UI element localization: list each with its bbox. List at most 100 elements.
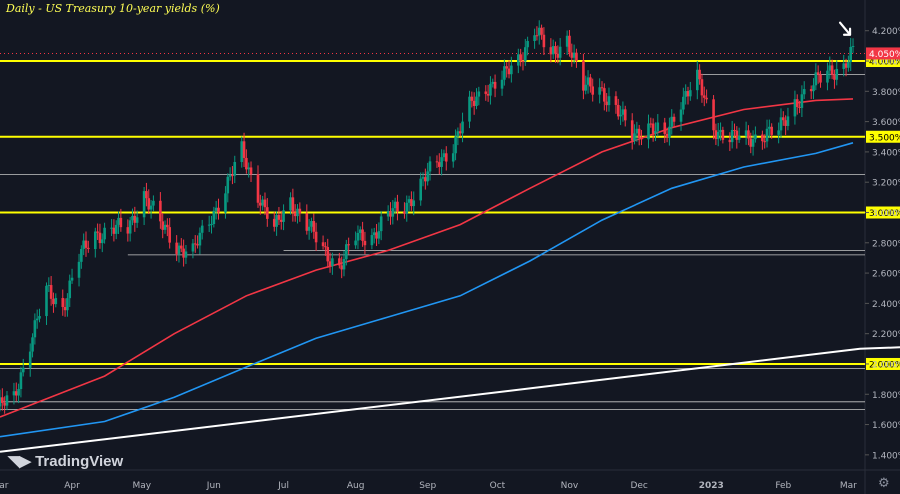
x-tick-label: Sep [419, 481, 436, 491]
candle-body [849, 46, 853, 63]
candle-body [152, 200, 155, 206]
candle-body [0, 397, 2, 407]
x-tick-label: 2023 [699, 481, 724, 491]
candle-body [386, 210, 390, 217]
candle-body [326, 247, 330, 262]
candle-body [35, 318, 39, 321]
candle-body [491, 81, 495, 84]
candle-body [619, 114, 622, 117]
candle-body [598, 87, 601, 95]
candle-body [826, 70, 829, 83]
candle-body [591, 86, 595, 95]
candle-body [830, 65, 834, 75]
candle-body [565, 35, 569, 47]
candle-body [161, 221, 165, 230]
y-tick-label: 2.000% [872, 360, 900, 370]
candle-body [630, 120, 634, 141]
candle-body [347, 244, 350, 246]
candle-body [38, 316, 41, 319]
y-tick-label: 2.600% [872, 270, 900, 280]
candle-body [279, 219, 283, 222]
tradingview-logo: ◥▶ TradingView [8, 452, 123, 470]
level-label: 4.000% [869, 58, 900, 68]
candle-body [126, 227, 130, 234]
candle-body [242, 141, 246, 158]
candle-body [184, 251, 188, 258]
candle-body [603, 88, 606, 102]
candle-body [730, 129, 734, 143]
candle-body [472, 100, 476, 106]
candle-body [410, 199, 413, 207]
level-label: 2.000% [869, 360, 900, 370]
candle-body [324, 246, 327, 248]
candle-body [654, 131, 657, 134]
candle-body [440, 157, 443, 167]
tradingview-mark-icon: ◥▶ [8, 453, 32, 470]
candle-body [207, 224, 211, 226]
candle-body [665, 133, 669, 138]
candle-body [175, 242, 178, 254]
candle-body [535, 35, 539, 37]
candle-body [331, 258, 334, 267]
trendline [0, 346, 900, 453]
candle-body [700, 79, 704, 96]
candle-body [214, 207, 218, 211]
candle-body [196, 244, 199, 246]
y-tick-label: 4.200% [872, 27, 900, 37]
candle-body [240, 141, 244, 163]
candle-body [686, 91, 690, 97]
candle-body [282, 210, 285, 222]
candle-body [816, 72, 820, 75]
candle-body [405, 202, 409, 214]
candle-body [523, 47, 527, 62]
candle-body [728, 139, 732, 143]
gear-icon[interactable]: ⚙ [878, 476, 890, 491]
ma-line-red [0, 98, 854, 418]
candle-body [52, 298, 55, 305]
candle-body [82, 240, 85, 249]
candle-body [314, 231, 318, 243]
candle-body [851, 45, 855, 47]
candle-body [793, 99, 797, 117]
candle-body [605, 101, 608, 106]
candle-body [737, 136, 741, 140]
candle-body [247, 167, 251, 170]
candle-body [87, 247, 90, 250]
candle-body [231, 175, 234, 177]
candle-body [637, 128, 641, 138]
candle-body [93, 231, 97, 250]
x-tick-label: Jul [277, 481, 289, 491]
candle-body [354, 240, 357, 246]
candle-body [259, 202, 262, 206]
candle-body [49, 285, 53, 299]
candle-body [428, 161, 432, 172]
x-tick-label: Oct [490, 481, 506, 491]
level-label: 3.000% [869, 209, 900, 219]
candle-body [228, 175, 232, 177]
candle-body [358, 229, 362, 233]
y-tick-label: 2.200% [872, 330, 900, 340]
candle-body [191, 243, 195, 252]
candle-body [484, 91, 488, 94]
candle-body [616, 104, 620, 117]
candle-body [517, 54, 520, 66]
candle-body [163, 224, 167, 230]
candle-body [621, 109, 625, 115]
candle-body [47, 285, 51, 287]
candle-body [768, 126, 771, 129]
candle-body [798, 106, 801, 108]
x-tick-label: Feb [775, 481, 791, 491]
x-tick-label: Nov [561, 481, 579, 491]
y-tick-label: 3.400% [872, 148, 900, 158]
candle-body [828, 65, 832, 71]
candle-body [63, 306, 67, 311]
candle-body [663, 122, 667, 134]
level-label-box [866, 130, 900, 143]
candle-body [263, 199, 267, 208]
candle-body [682, 96, 685, 110]
candle-body [819, 74, 822, 83]
candle-body [370, 235, 374, 246]
candle-body [328, 261, 332, 267]
candle-body [77, 261, 81, 278]
candle-body [28, 351, 32, 368]
